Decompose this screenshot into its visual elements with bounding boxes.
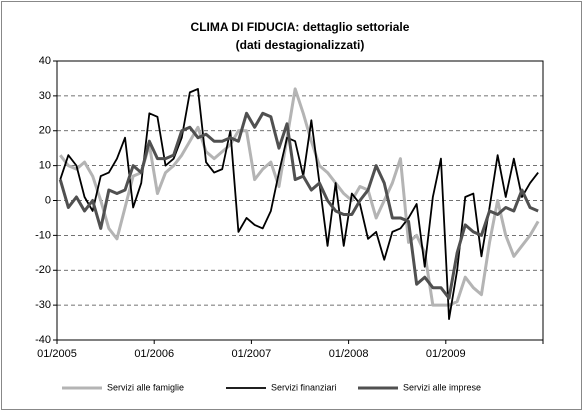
chart-title: CLIMA DI FIDUCIA: dettaglio settoriale xyxy=(191,20,410,34)
y-tick-label: 40 xyxy=(39,55,51,67)
series-line xyxy=(58,111,539,300)
legend-label: Servizi alle imprese xyxy=(403,382,481,392)
y-tick-label: 20 xyxy=(39,125,51,137)
y-tick-label: -10 xyxy=(35,229,51,241)
y-tick-label: -20 xyxy=(35,264,51,276)
y-tick-label: 30 xyxy=(39,90,51,102)
chart-subtitle: (dati destagionalizzati) xyxy=(236,38,365,52)
legend-label: Servizi alle famiglie xyxy=(107,382,184,392)
series-line xyxy=(59,88,539,320)
x-tick-label: 01/2009 xyxy=(426,348,466,360)
x-tick-label: 01/2008 xyxy=(329,348,369,360)
y-tick-label: -40 xyxy=(35,334,51,346)
plot-area xyxy=(56,60,544,341)
x-tick-label: 01/2007 xyxy=(232,348,272,360)
x-tick-label: 01/2006 xyxy=(134,348,174,360)
y-tick-label: -30 xyxy=(35,299,51,311)
y-tick-label: 0 xyxy=(45,194,51,206)
legend-label: Servizi finanziari xyxy=(271,382,337,392)
x-tick-label: 01/2005 xyxy=(37,348,77,360)
y-tick-label: 10 xyxy=(39,160,51,172)
